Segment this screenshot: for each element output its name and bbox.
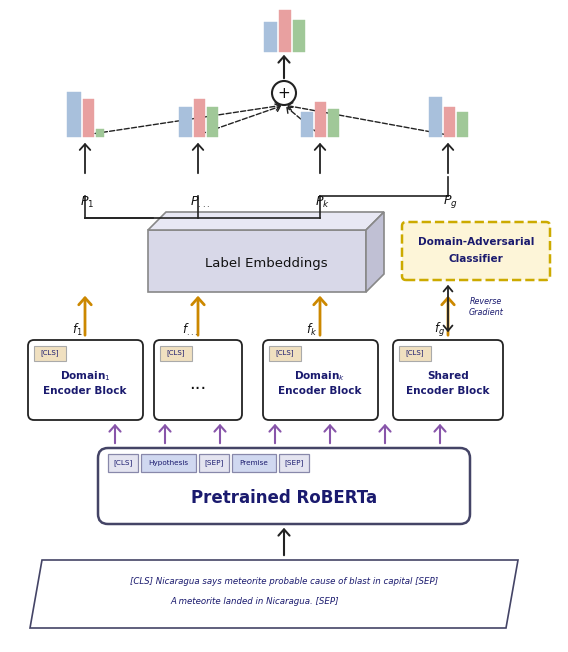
Text: [CLS]: [CLS] — [167, 349, 185, 357]
Text: Domain$_k$: Domain$_k$ — [294, 369, 345, 383]
Bar — [457, 112, 467, 137]
Text: Classifier: Classifier — [449, 254, 503, 264]
Bar — [160, 346, 192, 361]
FancyBboxPatch shape — [393, 340, 503, 420]
Text: $P_1$: $P_1$ — [80, 194, 94, 209]
Bar — [207, 107, 218, 137]
FancyBboxPatch shape — [154, 340, 242, 420]
Bar — [95, 129, 103, 137]
Text: [CLS]: [CLS] — [406, 349, 424, 357]
Text: [CLS] Nicaragua says meteorite probable cause of blast in capital [SEP]: [CLS] Nicaragua says meteorite probable … — [130, 578, 438, 587]
Bar — [148, 230, 366, 292]
Circle shape — [272, 81, 296, 105]
Text: $P_{...}$: $P_{...}$ — [190, 194, 210, 209]
Text: Reverse
Gradient: Reverse Gradient — [469, 297, 503, 317]
Bar — [315, 102, 326, 137]
Text: A meteorite landed in Nicaragua. [SEP]: A meteorite landed in Nicaragua. [SEP] — [171, 597, 339, 606]
Bar — [141, 454, 196, 472]
Bar — [82, 99, 94, 137]
Polygon shape — [30, 560, 518, 628]
Bar — [34, 346, 66, 361]
Text: Pretrained RoBERTa: Pretrained RoBERTa — [191, 489, 377, 507]
Text: $f_{...}$: $f_{...}$ — [182, 322, 198, 338]
FancyBboxPatch shape — [402, 222, 550, 280]
Text: ...: ... — [189, 375, 207, 393]
Text: [CLS]: [CLS] — [41, 349, 59, 357]
Bar — [428, 97, 441, 137]
Bar — [108, 454, 138, 472]
Text: $P_g$: $P_g$ — [442, 194, 457, 211]
Text: $f_k$: $f_k$ — [306, 322, 318, 338]
Text: Encoder Block: Encoder Block — [278, 386, 362, 396]
Bar — [232, 454, 276, 472]
Bar — [199, 454, 229, 472]
Bar — [293, 20, 304, 52]
FancyBboxPatch shape — [98, 448, 470, 524]
Text: Hypothesis: Hypothesis — [148, 460, 189, 466]
Bar — [328, 109, 339, 137]
Bar — [279, 454, 309, 472]
Bar — [278, 10, 290, 52]
Text: [CLS]: [CLS] — [114, 460, 132, 466]
Bar — [301, 112, 313, 137]
Text: $f_g$: $f_g$ — [435, 321, 445, 339]
Bar — [399, 346, 431, 361]
Bar — [269, 346, 301, 361]
Text: [SEP]: [SEP] — [285, 460, 304, 466]
Bar — [444, 107, 454, 137]
Text: Encoder Block: Encoder Block — [406, 386, 490, 396]
Text: Domain$_1$: Domain$_1$ — [60, 369, 110, 383]
Text: $f_1$: $f_1$ — [72, 322, 82, 338]
Bar — [194, 99, 204, 137]
Bar — [66, 92, 81, 137]
Polygon shape — [148, 212, 384, 230]
Text: Domain-Adversarial: Domain-Adversarial — [418, 237, 534, 247]
Text: $P_k$: $P_k$ — [315, 194, 329, 209]
Polygon shape — [366, 212, 384, 292]
FancyBboxPatch shape — [28, 340, 143, 420]
Text: +: + — [278, 85, 290, 100]
Text: [CLS]: [CLS] — [275, 349, 294, 357]
Bar — [178, 107, 191, 137]
Text: Encoder Block: Encoder Block — [43, 386, 127, 396]
Text: Shared: Shared — [427, 371, 469, 381]
Text: Premise: Premise — [240, 460, 269, 466]
Text: Label Embeddings: Label Embeddings — [204, 256, 327, 269]
FancyBboxPatch shape — [263, 340, 378, 420]
Text: [SEP]: [SEP] — [204, 460, 224, 466]
Bar — [264, 22, 277, 52]
